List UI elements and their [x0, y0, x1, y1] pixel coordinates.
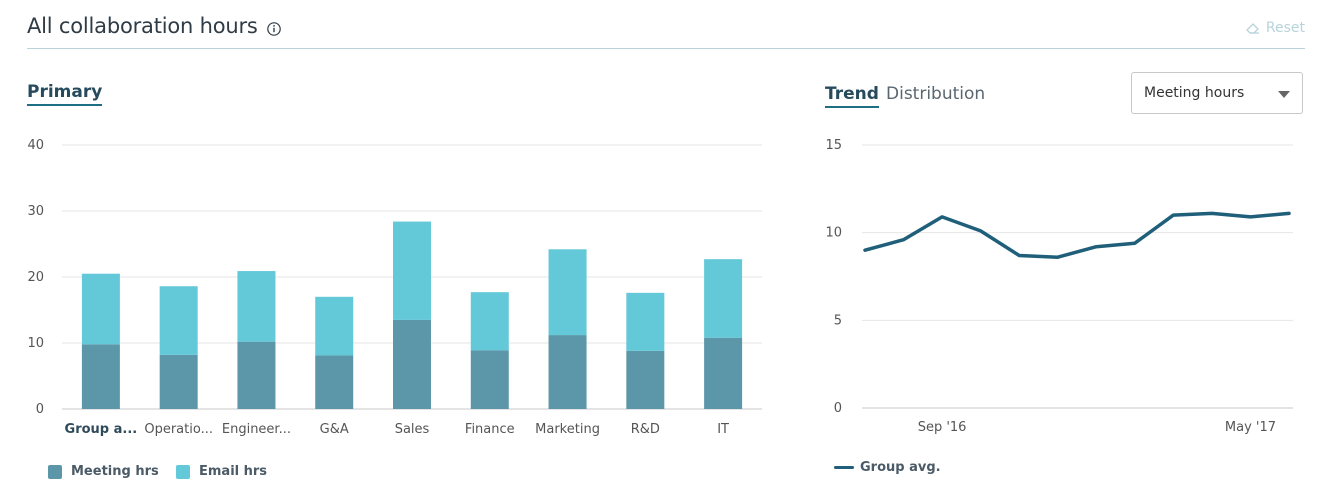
- dropdown-selected-value: Meeting hours: [1144, 85, 1245, 101]
- y-tick-label: 10: [825, 226, 842, 241]
- trend-line-group-avg: [863, 211, 1291, 259]
- bar-email: [159, 286, 198, 355]
- x-tick-label: R&D: [631, 422, 660, 437]
- y-tick-label: 40: [27, 138, 44, 153]
- reset-label: Reset: [1265, 20, 1305, 36]
- bar-email: [626, 292, 665, 351]
- x-tick-label: Sales: [395, 422, 430, 437]
- bar-meeting: [315, 355, 354, 409]
- bar-email: [470, 292, 509, 351]
- tab-distribution[interactable]: Distribution: [886, 84, 986, 104]
- x-tick-label: Engineer...: [222, 422, 291, 437]
- legend-group-avg-label: Group avg.: [860, 460, 941, 475]
- y-tick-label: 0: [36, 402, 44, 417]
- y-tick-label: 10: [27, 336, 44, 351]
- y-tick-label: 30: [27, 204, 44, 219]
- tab-primary[interactable]: Primary: [27, 82, 103, 106]
- legend-meeting[interactable]: Meeting hrs: [48, 464, 159, 479]
- bar-meeting: [81, 344, 120, 409]
- bar-email: [315, 296, 354, 356]
- info-icon[interactable]: [267, 22, 281, 36]
- reset-button[interactable]: Reset: [1245, 20, 1305, 36]
- metric-dropdown[interactable]: Meeting hours: [1131, 72, 1303, 114]
- y-tick-label: 15: [825, 138, 842, 153]
- bar-email: [81, 273, 120, 345]
- x-tick-label: Operatio...: [144, 422, 213, 437]
- bar-email: [237, 271, 276, 342]
- y-tick-label: 20: [27, 270, 44, 285]
- y-tick-label: 5: [834, 313, 842, 328]
- x-tick-label: G&A: [320, 422, 349, 437]
- legend-email-swatch: [176, 464, 190, 479]
- legend-group-avg[interactable]: Group avg.: [834, 460, 941, 475]
- bar-meeting: [704, 337, 743, 409]
- bar-meeting: [548, 335, 587, 409]
- section-header: All collaboration hours Reset: [27, 0, 1305, 49]
- eraser-icon: [1245, 23, 1259, 34]
- bar-meeting: [237, 341, 276, 409]
- bar-meeting: [159, 354, 198, 409]
- bar-email: [548, 249, 587, 336]
- x-tick-label: May '17: [1225, 420, 1276, 435]
- bar-meeting: [626, 350, 665, 409]
- bar-meeting: [470, 350, 509, 409]
- x-tick-label: IT: [717, 422, 729, 437]
- legend-meeting-swatch: [48, 464, 62, 479]
- legend-meeting-label: Meeting hrs: [71, 464, 159, 479]
- tab-trend[interactable]: Trend: [825, 84, 879, 108]
- x-tick-label: Finance: [465, 422, 515, 437]
- page-title: All collaboration hours: [27, 14, 258, 38]
- chevron-down-icon: [1278, 91, 1290, 98]
- legend-group-avg-swatch: [834, 466, 854, 469]
- legend-email[interactable]: Email hrs: [176, 464, 267, 479]
- legend-email-label: Email hrs: [199, 464, 268, 479]
- y-tick-label: 0: [834, 401, 842, 416]
- x-tick-label: Sep '16: [918, 420, 967, 435]
- bar-email: [393, 221, 431, 320]
- x-tick-label: Marketing: [535, 422, 600, 437]
- bar-email: [704, 259, 743, 338]
- x-tick-label: Group a...: [65, 422, 138, 437]
- bar-meeting: [393, 319, 431, 409]
